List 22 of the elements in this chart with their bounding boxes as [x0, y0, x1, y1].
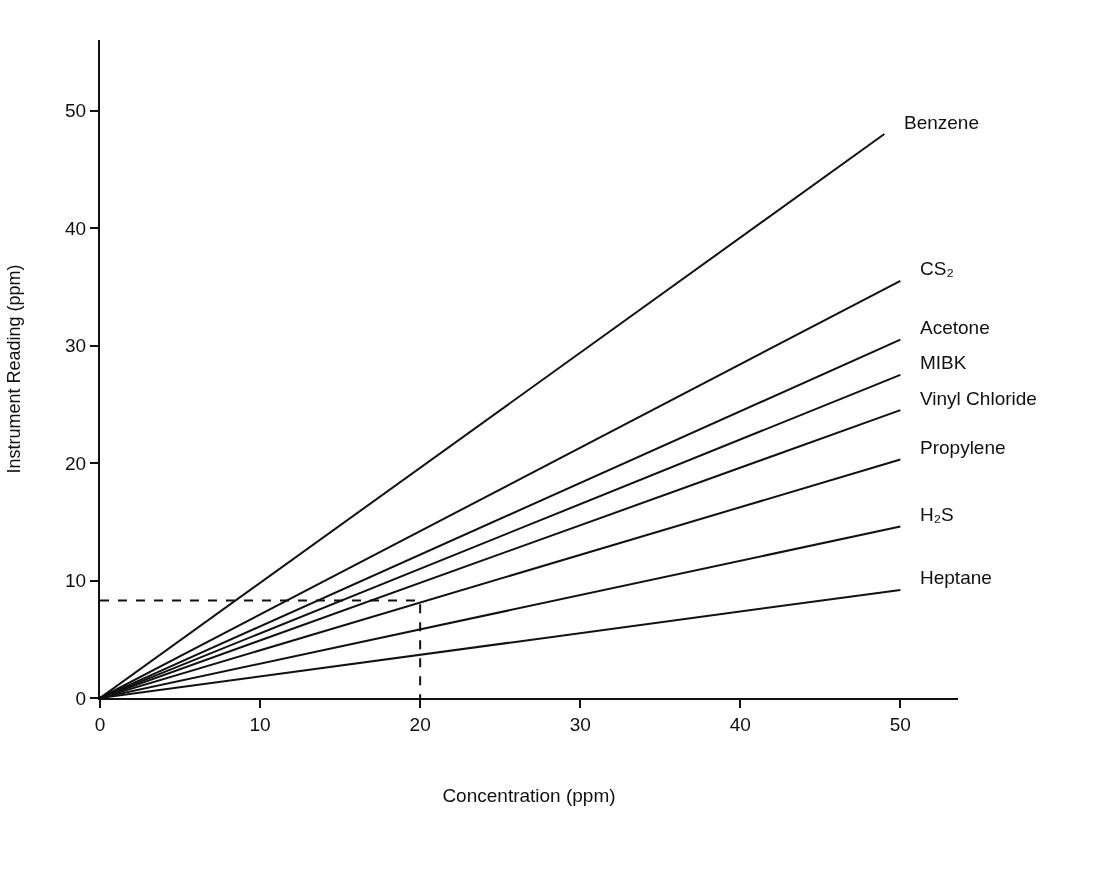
y-axis-title: Instrument Reading (ppm) [3, 264, 24, 474]
x-tick-label: 10 [249, 713, 271, 735]
x-tick-label: 0 [94, 713, 106, 735]
x-tick-label: 40 [729, 713, 751, 735]
series-label: Acetone [920, 317, 990, 338]
x-tick-label: 30 [569, 713, 591, 735]
series-label: Heptane [920, 567, 992, 588]
series-label: CS₂ [920, 258, 954, 279]
series-label: Propylene [920, 437, 1006, 458]
y-tick-label: 10 [65, 570, 87, 592]
x-tick-label: 20 [409, 713, 431, 735]
series-label: Benzene [904, 112, 980, 133]
x-tick-label: 50 [889, 713, 911, 735]
series-label: Vinyl Chloride [920, 388, 1037, 409]
y-tick-label: 40 [65, 217, 87, 239]
series-label: MIBK [920, 352, 967, 373]
y-tick-label: 50 [65, 100, 87, 122]
x-axis-title: Concentration (ppm) [442, 785, 616, 807]
series-label: H₂S [920, 504, 954, 525]
y-tick-label: 20 [65, 452, 87, 474]
y-tick-label: 0 [75, 687, 87, 709]
y-tick-label: 30 [65, 335, 87, 357]
